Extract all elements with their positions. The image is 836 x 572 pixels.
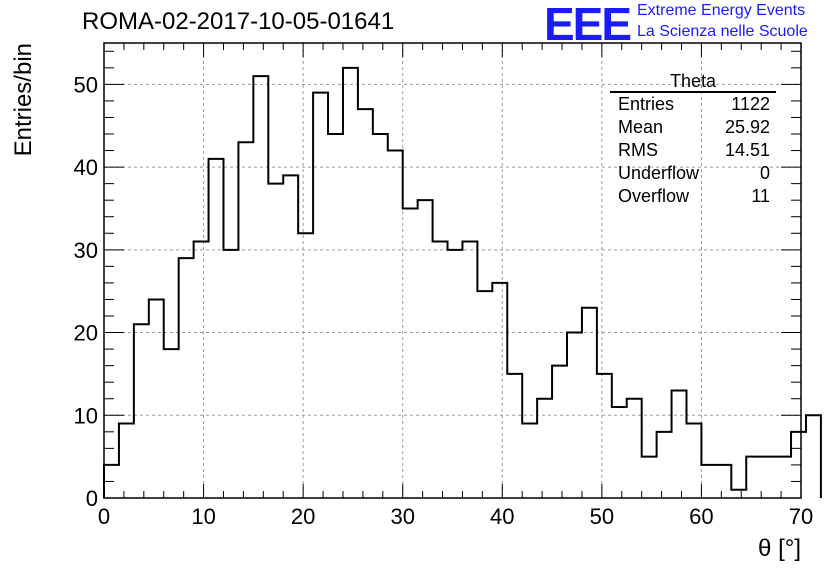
histogram-outline	[103, 66, 822, 498]
stats-row-overflow: Overflow 11	[610, 185, 776, 208]
run-title: ROMA-02-2017-10-05-01641	[82, 8, 395, 35]
y-tick-label: 30	[74, 238, 98, 263]
stats-label: Entries	[618, 94, 675, 114]
x-tick-label: 30	[390, 504, 414, 529]
x-tick-label: 10	[191, 504, 215, 529]
stats-label: Mean	[618, 117, 664, 137]
stats-title: Theta	[610, 72, 776, 93]
logo-line-1: Extreme Energy Events	[637, 2, 806, 19]
stats-row-rms: RMS 14.51	[610, 139, 776, 162]
y-tick-label: 0	[86, 486, 98, 511]
logo-line-2: La Scienza nelle Scuole	[637, 23, 808, 40]
stats-row-entries: Entries 1122	[610, 93, 776, 116]
x-tick-label: 50	[590, 504, 614, 529]
y-tick-label: 10	[74, 403, 98, 428]
stats-row-underflow: Underflow 0	[610, 162, 776, 185]
y-tick-label: 20	[74, 321, 98, 346]
stats-value: 11	[751, 186, 770, 206]
stats-box: Theta Entries 1122 Mean 25.92 RMS 14.51 …	[610, 72, 776, 208]
x-tick-label: 40	[490, 504, 514, 529]
stats-value: 0	[759, 163, 770, 183]
plot-frame	[103, 42, 802, 499]
x-tick-label: 20	[291, 504, 315, 529]
x-tick-label: 0	[98, 504, 110, 529]
y-axis-label: Entries/bin	[10, 43, 37, 156]
stats-row-mean: Mean 25.92	[610, 116, 776, 139]
stats-value: 25.92	[724, 117, 770, 137]
stats-value: 14.51	[724, 140, 770, 160]
stats-value: 1122	[731, 94, 770, 114]
stats-label: Underflow	[618, 163, 700, 183]
y-tick-label: 50	[74, 72, 98, 97]
x-tick-label: 70	[789, 504, 813, 529]
eee-logo: EEE	[544, 0, 632, 50]
y-tick-label: 40	[74, 155, 98, 180]
stats-label: RMS	[618, 140, 658, 160]
stats-label: Overflow	[618, 186, 690, 206]
x-axis-label: θ [°]	[758, 535, 801, 562]
x-tick-label: 60	[689, 504, 713, 529]
